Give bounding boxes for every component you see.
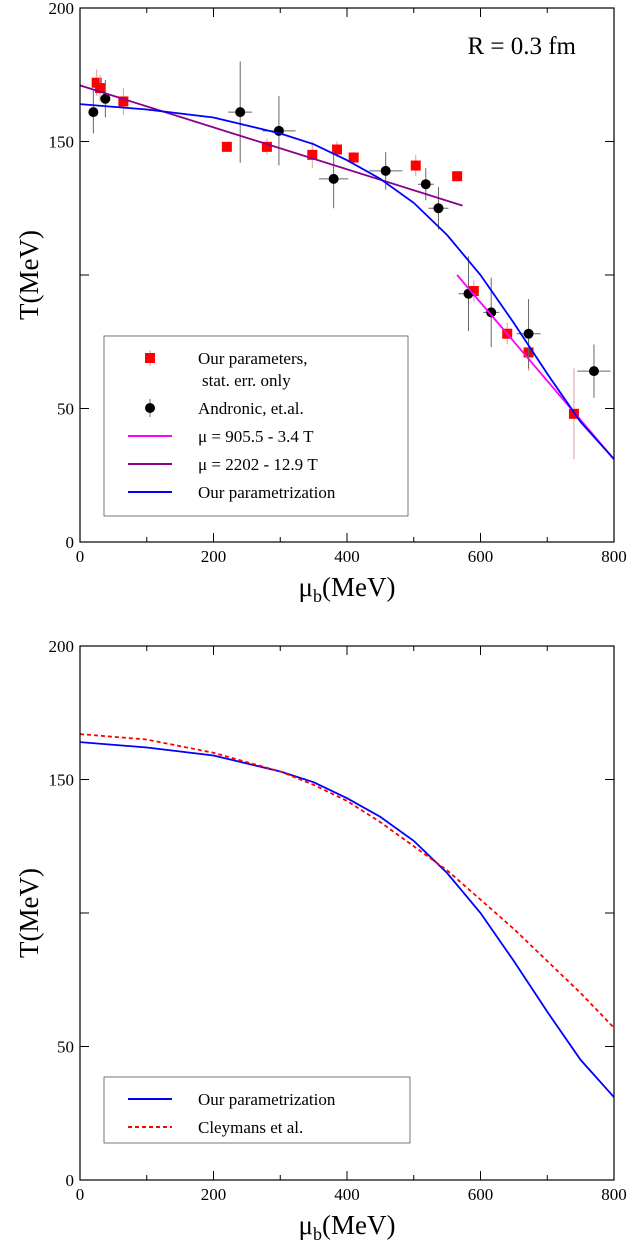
x-tick-label: 400 [334, 547, 360, 566]
data-point [331, 144, 342, 155]
series-line-2 [80, 733, 614, 1029]
x-tick-label: 200 [201, 1185, 227, 1204]
data-point [380, 165, 391, 176]
data-point [91, 77, 102, 88]
y-axis-title: T(MeV) [14, 230, 44, 320]
data-point [307, 149, 318, 160]
data-point [328, 173, 339, 184]
x-tick-label: 800 [601, 1185, 627, 1204]
y-axis-title: T(MeV) [14, 868, 44, 958]
legend-marker [145, 353, 155, 363]
plot-frame [79, 645, 615, 1181]
x-axis-subscript: b [313, 1224, 322, 1244]
y-tick-label: 200 [49, 0, 75, 18]
data-point [221, 141, 232, 152]
legend-box [103, 1076, 411, 1144]
y-tick-label: 50 [57, 1038, 74, 1057]
y-tick-label: 0 [66, 1171, 75, 1190]
data-point [486, 307, 497, 318]
data-point [433, 203, 444, 214]
x-tick-label: 600 [468, 547, 494, 566]
legend-label-5: Our parametrization [198, 483, 336, 502]
y-tick-label: 150 [49, 133, 75, 152]
data-point [588, 366, 599, 377]
data-point [468, 286, 479, 297]
y-tick-label: 200 [49, 637, 75, 656]
legend: Our parameters, stat. err. only Andronic, … [103, 335, 409, 517]
x-axis-subscript: b [313, 586, 322, 606]
series-line-5 [80, 103, 614, 460]
data-point [452, 171, 463, 182]
annotation: R = 0.3 fm [467, 33, 576, 60]
legend-label-3: μ = 905.5 - 3.4 T [198, 427, 314, 446]
data-point [88, 107, 99, 118]
chart-1: 0 200 400 600 800 0 50 150 200 μb(MeV) T(MeV) R = 0… [14, 0, 627, 606]
x-axis-symbol: μ [299, 572, 313, 602]
y-tick-label: 0 [66, 533, 75, 552]
legend-box [103, 335, 409, 517]
chart-2: 0 200 400 600 800 0 50 150 200 μb(MeV) T(MeV) Our p… [14, 637, 627, 1244]
data-point [420, 179, 431, 190]
legend-label-1: Our parametrization [198, 1090, 336, 1109]
x-axis-symbol: μ [299, 1210, 313, 1240]
x-axis-unit: (MeV) [322, 572, 395, 602]
data-point [100, 93, 111, 104]
legend-marker [145, 403, 155, 413]
x-axis-title: μb(MeV) [299, 572, 396, 606]
x-tick-label: 0 [76, 1185, 85, 1204]
plot-frame [79, 7, 615, 543]
data-point [95, 83, 106, 94]
y-tick-label: 150 [49, 771, 75, 790]
data-point [118, 96, 129, 107]
data-point [523, 328, 534, 339]
series-line-3 [456, 274, 614, 460]
legend-label-1: Our parameters, [198, 349, 308, 368]
legend: Our parametrization Cleymans et al. [103, 1076, 411, 1144]
plot-area [80, 61, 614, 460]
data-point [261, 141, 272, 152]
series-line-4 [80, 84, 463, 207]
x-tick-label: 0 [76, 547, 85, 566]
legend-label-1-line2: stat. err. only [202, 371, 291, 390]
legend-label-2: Cleymans et al. [198, 1118, 303, 1137]
x-tick-label: 200 [201, 547, 227, 566]
x-axis-unit: (MeV) [322, 1210, 395, 1240]
series-line-1 [80, 741, 614, 1098]
data-point [348, 152, 359, 163]
legend-label-4: μ = 2202 - 12.9 T [198, 455, 318, 474]
legend-label-2: Andronic, et.al. [198, 399, 304, 418]
y-tick-label: 50 [57, 400, 74, 419]
x-tick-label: 400 [334, 1185, 360, 1204]
x-axis-title: μb(MeV) [299, 1210, 396, 1244]
plot-area [80, 733, 614, 1098]
data-point [410, 160, 421, 171]
x-tick-label: 800 [601, 547, 627, 566]
data-point [235, 107, 246, 118]
x-tick-label: 600 [468, 1185, 494, 1204]
